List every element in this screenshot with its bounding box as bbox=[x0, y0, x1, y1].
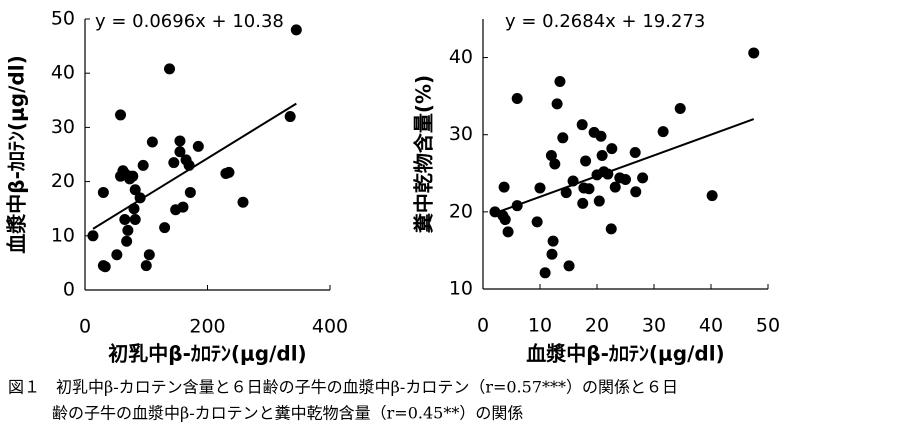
scatter-point bbox=[620, 173, 631, 185]
scatter-point bbox=[223, 166, 235, 178]
scatter-point bbox=[122, 224, 134, 236]
scatter-point bbox=[706, 190, 718, 202]
scatter-point bbox=[534, 182, 546, 194]
scatter-point bbox=[192, 140, 204, 152]
y-tick-label: 20 bbox=[449, 200, 473, 222]
scatter-point bbox=[174, 146, 186, 158]
scatter-point bbox=[284, 111, 296, 123]
scatter-point bbox=[606, 143, 618, 155]
scatter-point bbox=[121, 235, 133, 247]
scatter-point bbox=[290, 24, 302, 36]
x-tick-label: 10 bbox=[528, 315, 552, 337]
y-axis-label: 糞中乾物含量(%) bbox=[412, 75, 436, 234]
scatter-point bbox=[511, 92, 523, 104]
trendline bbox=[92, 102, 297, 230]
y-tick-label: 30 bbox=[449, 123, 473, 145]
scatter-point bbox=[119, 214, 131, 226]
scatter-point bbox=[146, 136, 158, 148]
scatter-point bbox=[97, 186, 109, 198]
scatter-point bbox=[549, 158, 561, 170]
scatter-point bbox=[551, 98, 563, 110]
y-tick-label: 0 bbox=[63, 279, 75, 301]
scatter-point bbox=[637, 172, 649, 184]
scatter-point bbox=[129, 184, 141, 196]
x-tick-label: 0 bbox=[477, 315, 489, 337]
scatter-point bbox=[546, 248, 558, 260]
x-tick-label: 40 bbox=[699, 315, 723, 337]
scatter-point bbox=[498, 181, 510, 193]
scatter-point bbox=[177, 201, 189, 213]
y-tick-label: 40 bbox=[51, 62, 75, 84]
x-tick-label: 400 bbox=[312, 316, 348, 338]
scatter-point bbox=[576, 119, 588, 131]
caption-line: 図１ 初乳中β-カロテン含量と６日齢の子牛の血漿中β-カロテン（r=0.57**… bbox=[8, 378, 678, 397]
x-axis-label: 血漿中β-ｶﾛﾃﾝ(μg/dl) bbox=[526, 342, 724, 366]
x-tick-label: 30 bbox=[642, 315, 666, 337]
scatter-point bbox=[502, 226, 514, 238]
y-tick-label: 40 bbox=[449, 46, 473, 68]
trendline-equation: y = 0.0696x + 10.38 bbox=[95, 11, 284, 32]
x-tick-label: 50 bbox=[756, 315, 780, 337]
scatter-point bbox=[143, 249, 155, 261]
scatter-point bbox=[605, 223, 617, 235]
scatter-point bbox=[595, 130, 607, 142]
x-tick-label: 20 bbox=[585, 315, 609, 337]
scatter-point bbox=[164, 63, 176, 75]
y-axis-label: 血漿中β-ｶﾛﾃﾝ(μg/dl) bbox=[5, 55, 29, 253]
scatter-point bbox=[87, 230, 99, 242]
scatter-point bbox=[674, 102, 686, 114]
scatter-point bbox=[583, 183, 595, 195]
scatter-point bbox=[539, 267, 551, 279]
scatter-point bbox=[237, 196, 249, 208]
y-tick-label: 20 bbox=[51, 170, 75, 192]
scatter-point bbox=[630, 186, 642, 198]
scatter-point bbox=[577, 197, 589, 209]
trendline bbox=[494, 118, 755, 215]
scatter-point bbox=[748, 47, 760, 59]
x-tick-label: 200 bbox=[189, 316, 225, 338]
scatter-point bbox=[127, 170, 139, 182]
scatter-point bbox=[99, 261, 111, 273]
scatter-point bbox=[184, 186, 196, 198]
scatter-point bbox=[629, 146, 641, 158]
scatter-point bbox=[159, 222, 171, 234]
scatter-point bbox=[560, 187, 572, 199]
scatter-point bbox=[593, 195, 605, 207]
scatter-point bbox=[531, 216, 543, 228]
scatter-point bbox=[111, 249, 123, 261]
trendline-equation: y = 0.2684x + 19.273 bbox=[505, 11, 705, 32]
y-tick-label: 30 bbox=[51, 116, 75, 138]
caption-line: 齢の子牛の血漿中β-カロテンと糞中乾物含量（r=0.45**）の関係 bbox=[52, 404, 523, 423]
scatter-point bbox=[609, 181, 621, 193]
scatter-point bbox=[140, 260, 152, 272]
scatter-point bbox=[168, 157, 180, 169]
scatter-point bbox=[547, 235, 559, 247]
scatter-point bbox=[174, 135, 186, 147]
x-tick-label: 0 bbox=[79, 316, 91, 338]
scatter-point bbox=[545, 150, 557, 162]
scatter-point bbox=[115, 109, 127, 121]
scatter-point bbox=[596, 150, 608, 162]
scatter-point bbox=[657, 126, 669, 138]
scatter-point bbox=[129, 214, 141, 226]
y-tick-label: 50 bbox=[51, 8, 75, 30]
y-tick-label: 10 bbox=[449, 278, 473, 300]
scatter-point bbox=[563, 260, 575, 272]
x-axis-label: 初乳中β-ｶﾛﾃﾝ(μg/dl) bbox=[108, 342, 306, 366]
scatter-point bbox=[580, 155, 592, 167]
scatter-point bbox=[499, 214, 511, 226]
scatter-point bbox=[554, 75, 566, 87]
scatter-point bbox=[557, 132, 569, 144]
scatter-point bbox=[137, 159, 149, 171]
y-tick-label: 10 bbox=[51, 224, 75, 246]
